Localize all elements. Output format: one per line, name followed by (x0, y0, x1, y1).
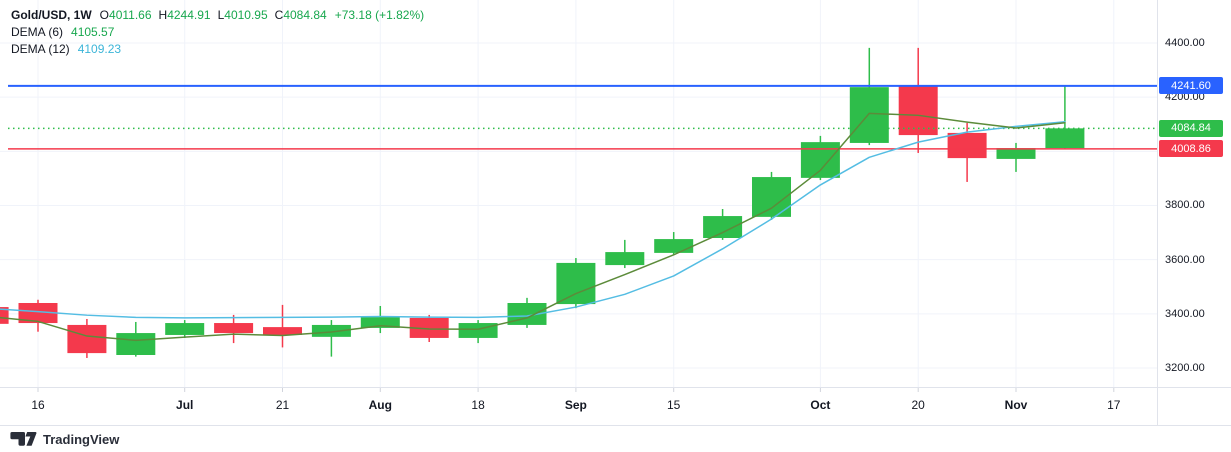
candle-nov3[interactable] (996, 142, 1036, 172)
candle-nov10[interactable] (1045, 85, 1085, 149)
candle-body (947, 132, 987, 159)
candle-body (165, 323, 205, 335)
candle-aug18[interactable] (458, 320, 498, 344)
candle-body (116, 333, 156, 355)
candle-aug4[interactable] (360, 305, 400, 334)
candle-body (0, 307, 9, 324)
candle-oct6[interactable] (800, 135, 840, 181)
time-axis-label-15: 15 (667, 398, 681, 412)
price-axis-border (1157, 0, 1158, 425)
indicator-value: 4105.57 (71, 24, 115, 39)
dema6-line[interactable] (0, 112, 1066, 342)
candle-oct20[interactable] (898, 47, 938, 153)
ohlc-l-value: L4010.95 (217, 7, 268, 22)
candle-body (849, 87, 889, 143)
candle-sep15[interactable] (654, 232, 694, 256)
price-badge-4084.84: 4084.84 (1159, 119, 1223, 137)
price-axis-label: 3200.00 (1165, 361, 1205, 374)
tradingview-logo-text: TradingView (43, 431, 120, 447)
candle-jun23[interactable] (67, 318, 107, 358)
candle-body (898, 86, 938, 136)
bottom-toolbar: TradingView (0, 426, 1231, 452)
candle-body (703, 216, 743, 238)
candle-body (800, 142, 840, 178)
time-axis-label-jul: Jul (176, 398, 194, 412)
candle-jul7[interactable] (165, 320, 205, 338)
candle-body (605, 252, 645, 266)
candle-body (360, 317, 400, 328)
time-axis-label-sep: Sep (564, 398, 587, 412)
price-badge-4008.86: 4008.86 (1159, 140, 1223, 158)
indicator-label[interactable]: DEMA (12) (11, 41, 70, 56)
indicator-value: 4109.23 (77, 41, 122, 56)
candle-body (67, 324, 107, 354)
candle-body (556, 262, 596, 305)
candle-body (311, 324, 351, 337)
indicator-row-0: DEMA (6) 4105.57 (11, 23, 424, 40)
time-axis-label-18: 18 (471, 398, 485, 412)
ohlc-c-value: C4084.84 (274, 7, 327, 22)
ohlc-values: O4011.66 H4244.91 L4010.95 C4084.84 (100, 8, 334, 22)
candle-sep8[interactable] (605, 239, 645, 269)
change-value: +73.18 (+1.82%) (334, 7, 425, 22)
candle-jun30[interactable] (116, 321, 156, 357)
price-axis-label: 4400.00 (1165, 37, 1205, 49)
candle-oct13[interactable] (849, 47, 889, 146)
candle-sep1[interactable] (556, 258, 596, 309)
time-axis-label-oct: Oct (810, 398, 831, 412)
price-badge-4241.60: 4241.60 (1159, 77, 1223, 95)
time-axis-label-aug: Aug (368, 398, 392, 412)
ohlc-h-value: H4244.91 (158, 7, 211, 22)
indicator-row-1: DEMA (12) 4109.23 (11, 40, 424, 57)
candle-sep22[interactable] (703, 209, 743, 240)
indicator-rows: DEMA (6) 4105.57 DEMA (12) 4109.23 (11, 23, 424, 57)
candle-jul14[interactable] (214, 314, 254, 344)
candle-sep29[interactable] (752, 171, 791, 220)
chart-legend: Gold/USD, 1W O4011.66 H4244.91 L4010.95 C40… (11, 6, 424, 57)
time-axis-label-17: 17 (1107, 398, 1121, 412)
tradingview-logo-icon (10, 432, 37, 446)
time-axis-label-21: 21 (275, 398, 290, 412)
footer-border (0, 425, 1231, 426)
indicator-label[interactable]: DEMA (6) (11, 24, 64, 39)
time-axis-label-20: 20 (911, 398, 925, 412)
price-axis-label: 3800.00 (1165, 199, 1205, 212)
time-axis-border (0, 387, 1231, 388)
candle-body (996, 148, 1036, 159)
candle-body (1045, 128, 1085, 149)
candle-body (458, 323, 498, 338)
candle-body (263, 327, 302, 335)
price-axis-label: 3600.00 (1165, 253, 1205, 266)
candle-body (214, 323, 254, 334)
ohlc-o-value: O4011.66 (99, 7, 152, 22)
candle-body (654, 239, 694, 253)
candle-jul21[interactable] (263, 304, 302, 348)
symbol-row: Gold/USD, 1W O4011.66 H4244.91 L4010.95 C40… (11, 6, 424, 23)
candle-body (409, 317, 449, 338)
dema12-line[interactable] (0, 121, 1066, 319)
price-axis-label: 4200.00 (1165, 91, 1205, 104)
time-axis-ticks (37, 388, 1115, 392)
candlestick-series (0, 47, 1085, 358)
candle-body (18, 302, 58, 324)
time-axis-label-nov: Nov (1004, 398, 1028, 412)
candle-jun16[interactable] (18, 299, 58, 332)
price-axis-label: 3400.00 (1165, 307, 1205, 320)
candle-jul28[interactable] (311, 320, 351, 357)
candle-jun9[interactable] (0, 307, 9, 324)
symbol-title[interactable]: Gold/USD, 1W (11, 7, 92, 22)
time-axis-label-16: 16 (31, 398, 45, 412)
tradingview-logo[interactable]: TradingView (10, 431, 119, 447)
